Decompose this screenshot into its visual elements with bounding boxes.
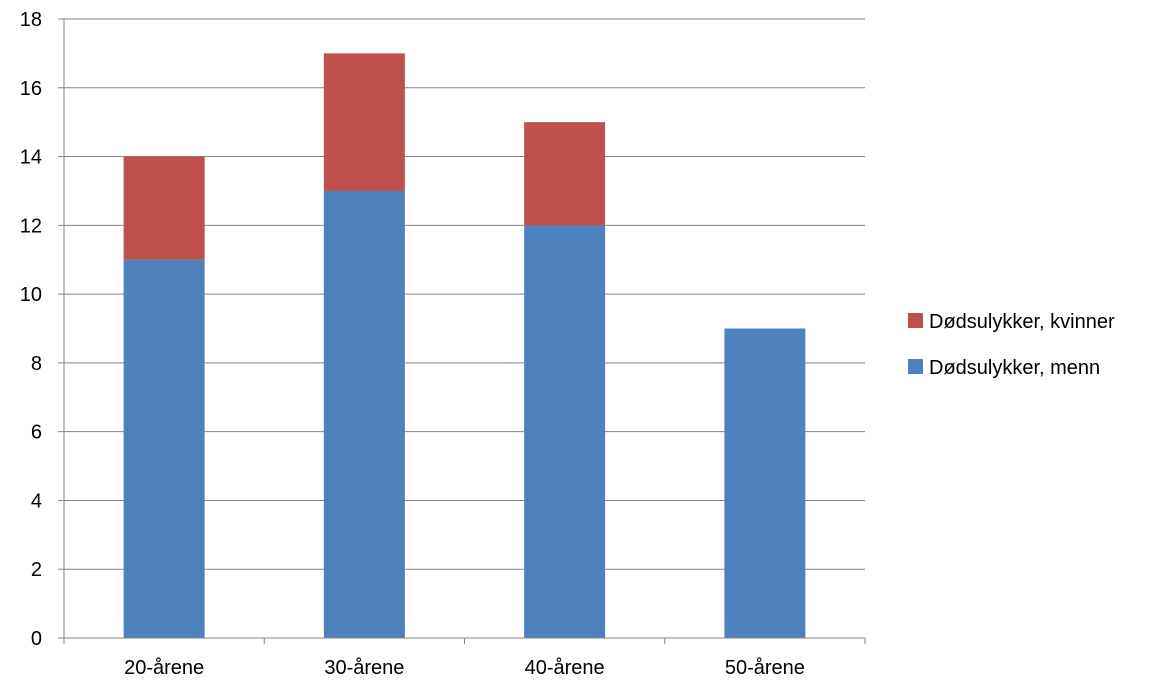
x-axis-ticks: 20-årene 30-årene 40-årene 50-årene <box>63 638 866 679</box>
y-tick-label: 2 <box>31 559 42 581</box>
y-tick-label: 4 <box>31 490 42 512</box>
legend-swatch-kvinner <box>908 313 923 328</box>
x-tick-label: 30-årene <box>324 657 404 679</box>
x-tick-label: 20-årene <box>124 657 204 679</box>
bar-menn-50-årene <box>724 328 806 638</box>
y-tick-label: 10 <box>20 284 42 306</box>
y-axis-ticks: 0 2 4 6 8 10 12 14 16 18 <box>20 9 64 650</box>
y-tick-label: 8 <box>31 353 42 375</box>
x-tick-label: 50-årene <box>725 657 805 679</box>
bar-kvinner-20-årene <box>123 156 205 260</box>
legend-swatch-menn <box>908 359 923 374</box>
x-tick-label: 40-årene <box>525 657 605 679</box>
y-tick-label: 18 <box>20 9 42 31</box>
bar-menn-30-årene <box>323 190 405 638</box>
bar-menn-40-årene <box>524 225 606 639</box>
bar-menn-20-årene <box>123 259 205 638</box>
legend: Dødsulykker, kvinner Dødsulykker, menn <box>908 311 1115 379</box>
y-tick-label: 6 <box>31 422 42 444</box>
legend-label-menn: Dødsulykker, menn <box>929 357 1100 379</box>
y-tick-label: 14 <box>20 147 42 169</box>
legend-label-kvinner: Dødsulykker, kvinner <box>929 311 1115 333</box>
bars <box>123 53 806 639</box>
y-tick-label: 16 <box>20 78 42 100</box>
bar-kvinner-40-årene <box>524 122 606 226</box>
y-tick-label: 0 <box>31 628 42 650</box>
bar-kvinner-30-årene <box>323 53 405 191</box>
y-tick-label: 12 <box>20 215 42 237</box>
